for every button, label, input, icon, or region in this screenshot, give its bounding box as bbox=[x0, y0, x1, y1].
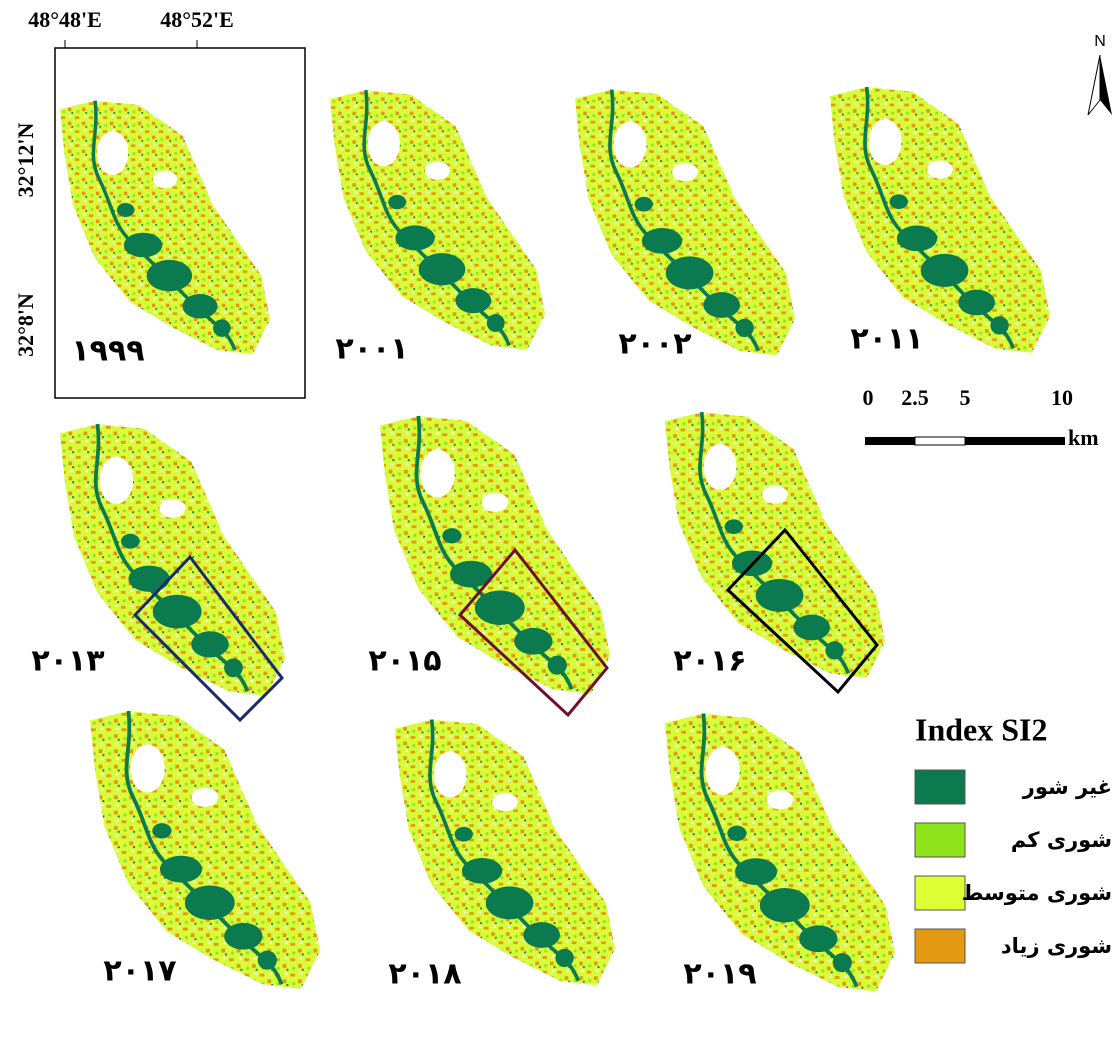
map-panel bbox=[830, 87, 1050, 353]
scale-label: 0 bbox=[863, 385, 874, 410]
legend-label: شوری متوسط bbox=[962, 881, 1112, 905]
latitude-label: 32°8'N bbox=[13, 293, 38, 357]
year-label: ۲۰۱۶ bbox=[673, 644, 746, 679]
longitude-label: 48°52'E bbox=[160, 7, 234, 32]
legend-label: غیر شور bbox=[1022, 775, 1112, 799]
scale-label: 10 bbox=[1051, 385, 1073, 410]
year-label: ۲۰۱۳ bbox=[31, 644, 104, 679]
year-label: ۲۰۱۱ bbox=[850, 322, 923, 357]
year-label: ۲۰۰۱ bbox=[335, 332, 408, 367]
map-panel bbox=[395, 720, 615, 986]
figure: 48°48'E 48°52'E 32°12'N 32°8'N ۱۹۹۹ ۲۰۰۱… bbox=[0, 0, 1115, 1044]
map-panel bbox=[60, 101, 270, 355]
scale-segment bbox=[915, 437, 965, 445]
legend-label: شوری زیاد bbox=[1001, 934, 1112, 958]
longitude-label: 48°48'E bbox=[28, 7, 102, 32]
north-arrow bbox=[1088, 55, 1100, 115]
legend-title: Index SI2 bbox=[915, 711, 1048, 747]
year-label: ۲۰۱۸ bbox=[388, 957, 461, 992]
latitude-label: 32°12'N bbox=[13, 122, 38, 197]
legend: غیر شور شوری کم شوری متوسط شوری زیاد bbox=[915, 770, 1112, 963]
map-panel bbox=[575, 90, 795, 356]
scale-label: 5 bbox=[960, 385, 971, 410]
year-label: ۲۰۱۹ bbox=[683, 957, 756, 992]
north-arrow bbox=[1100, 55, 1112, 115]
year-label: ۲۰۰۲ bbox=[618, 327, 691, 362]
legend-label: شوری کم bbox=[1011, 828, 1112, 852]
legend-swatch bbox=[915, 770, 965, 804]
year-label: ۱۹۹۹ bbox=[71, 334, 144, 369]
north-label: N bbox=[1094, 33, 1106, 50]
map-panel bbox=[665, 412, 885, 678]
scale-segment bbox=[965, 437, 1065, 445]
year-label: ۲۰۱۷ bbox=[103, 954, 176, 989]
year-label: ۲۰۱۵ bbox=[368, 644, 441, 679]
legend-swatch bbox=[915, 929, 965, 963]
scale-unit: km bbox=[1068, 425, 1099, 450]
legend-swatch bbox=[915, 876, 965, 910]
map-panel bbox=[330, 90, 545, 350]
legend-swatch bbox=[915, 823, 965, 857]
scale-label: 2.5 bbox=[901, 385, 929, 410]
map-panel bbox=[90, 711, 320, 989]
scale-segment bbox=[865, 437, 915, 445]
map-panel bbox=[665, 714, 895, 992]
